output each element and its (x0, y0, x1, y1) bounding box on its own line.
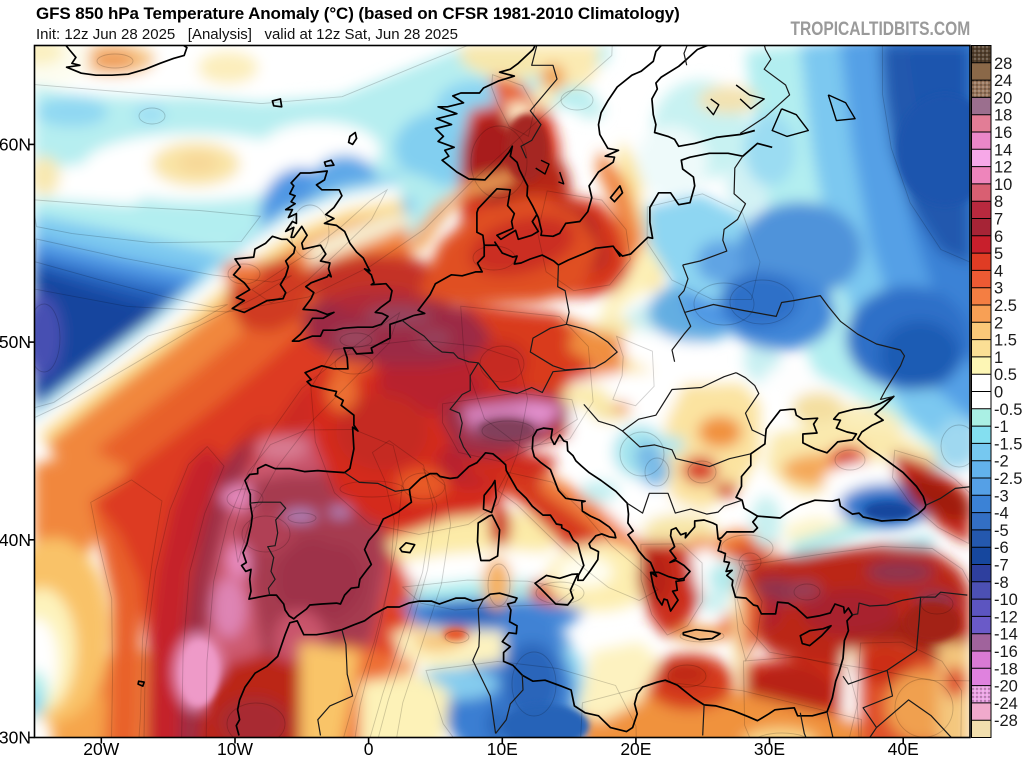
svg-text:10E: 10E (487, 739, 518, 757)
svg-text:14: 14 (994, 141, 1012, 159)
svg-text:24: 24 (994, 72, 1012, 90)
svg-text:30E: 30E (754, 739, 785, 757)
svg-text:12: 12 (994, 159, 1012, 177)
svg-text:20E: 20E (620, 739, 651, 757)
svg-text:18: 18 (994, 107, 1012, 125)
svg-text:3: 3 (994, 280, 1003, 298)
svg-text:5: 5 (994, 245, 1003, 263)
svg-text:-3: -3 (994, 487, 1009, 505)
svg-text:-2.5: -2.5 (994, 470, 1022, 488)
svg-text:1.5: 1.5 (994, 332, 1017, 350)
svg-text:0: 0 (364, 739, 374, 757)
svg-text:-20: -20 (994, 678, 1018, 696)
svg-text:-8: -8 (994, 574, 1009, 592)
svg-text:-18: -18 (994, 660, 1018, 678)
svg-text:6: 6 (994, 228, 1003, 246)
svg-text:0.5: 0.5 (994, 366, 1017, 384)
svg-text:50N: 50N (0, 332, 31, 352)
svg-text:0: 0 (994, 384, 1003, 402)
svg-text:-4: -4 (994, 505, 1009, 523)
svg-text:-5: -5 (994, 522, 1009, 540)
svg-text:7: 7 (994, 211, 1003, 229)
svg-text:-24: -24 (994, 695, 1018, 713)
svg-text:40E: 40E (888, 739, 919, 757)
svg-text:-12: -12 (994, 608, 1018, 626)
svg-text:2.5: 2.5 (994, 297, 1017, 315)
svg-text:10W: 10W (217, 739, 253, 757)
svg-text:2: 2 (994, 314, 1003, 332)
svg-text:-1.5: -1.5 (994, 435, 1022, 453)
svg-text:16: 16 (994, 124, 1012, 142)
svg-text:30N: 30N (0, 728, 31, 748)
svg-text:-1: -1 (994, 418, 1009, 436)
svg-text:-16: -16 (994, 643, 1018, 661)
svg-text:-2: -2 (994, 453, 1009, 471)
svg-text:-6: -6 (994, 539, 1009, 557)
svg-text:40N: 40N (0, 530, 31, 550)
svg-text:60N: 60N (0, 134, 31, 154)
svg-text:1: 1 (994, 349, 1003, 367)
svg-text:4: 4 (994, 262, 1003, 280)
svg-text:8: 8 (994, 193, 1003, 211)
svg-text:-0.5: -0.5 (994, 401, 1022, 419)
svg-text:-14: -14 (994, 626, 1018, 644)
svg-text:20W: 20W (83, 739, 119, 757)
svg-text:-7: -7 (994, 557, 1009, 575)
svg-text:28: 28 (994, 55, 1012, 73)
svg-text:20: 20 (994, 89, 1012, 107)
svg-text:-10: -10 (994, 591, 1018, 609)
svg-text:10: 10 (994, 176, 1012, 194)
svg-text:-28: -28 (994, 712, 1018, 730)
